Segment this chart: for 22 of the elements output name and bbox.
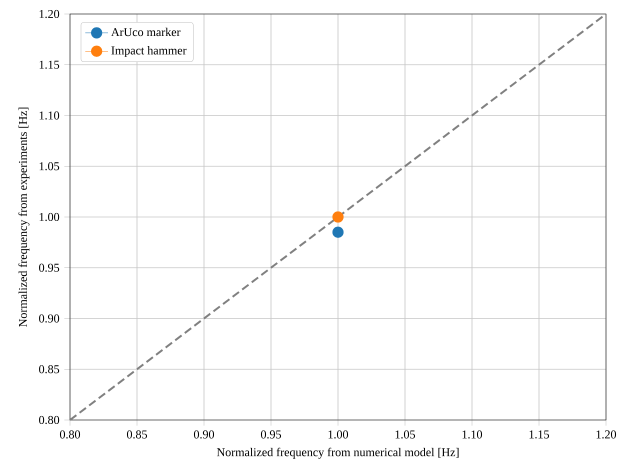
y-tick-label: 1.10 xyxy=(40,111,60,120)
y-tick-label: 1.20 xyxy=(40,10,60,18)
y-axis-title: Normalized frequency from experiments [Hz] xyxy=(18,108,30,327)
x-tick-label: 1.00 xyxy=(328,430,348,439)
y-tick-label: 0.80 xyxy=(39,416,60,424)
x-axis-title: Normalized frequency from numerical model [Hz] xyxy=(216,448,459,459)
legend-label: ArUco marker xyxy=(111,28,180,36)
y-tick-label: 1.00 xyxy=(40,212,60,222)
x-tick-label: 1.05 xyxy=(396,430,416,439)
y-tick-label: 1.05 xyxy=(40,162,60,170)
x-tick-label: 0.95 xyxy=(260,430,282,439)
y-tick-label: 0.95 xyxy=(39,264,60,272)
x-tick-label: 1.10 xyxy=(462,430,482,439)
legend-label: Impact hammer xyxy=(111,46,186,57)
x-tick-label: 1.15 xyxy=(530,430,550,438)
x-tick-label: 1.20 xyxy=(596,430,616,439)
x-tick-label: 0.85 xyxy=(126,430,148,439)
x-tick-label: 0.90 xyxy=(194,430,214,439)
y-tick-label: 1.15 xyxy=(40,60,60,69)
y-tick-label: 0.85 xyxy=(39,365,60,374)
y-tick-label: 0.90 xyxy=(39,314,60,323)
x-tick-label: 0.80 xyxy=(60,430,80,439)
